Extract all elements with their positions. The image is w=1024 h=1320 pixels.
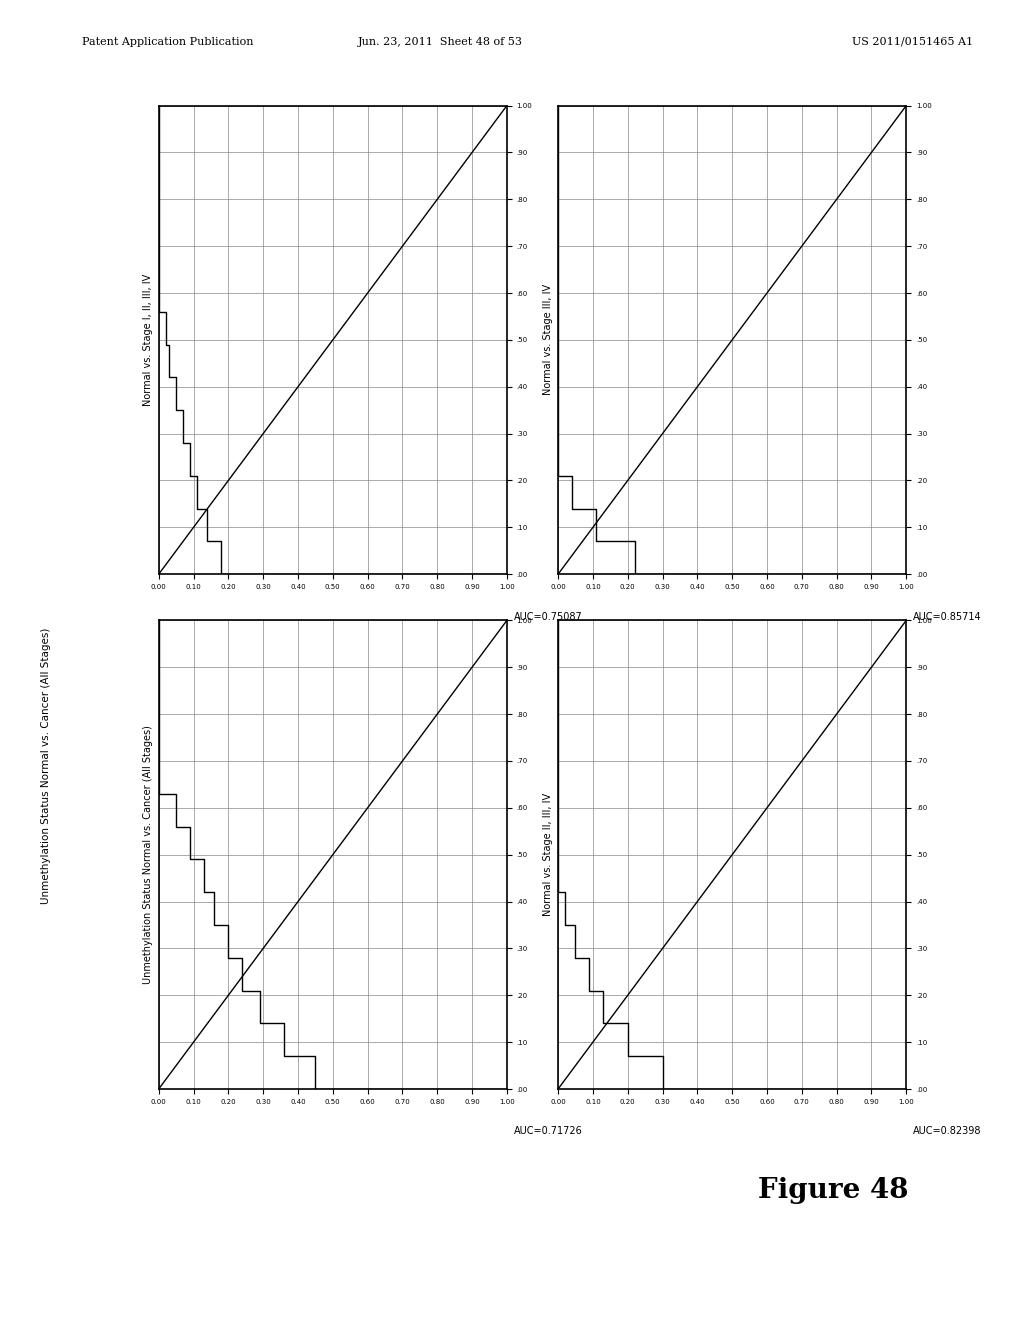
Text: AUC=0.75087: AUC=0.75087 xyxy=(514,611,583,622)
Text: Jun. 23, 2011  Sheet 48 of 53: Jun. 23, 2011 Sheet 48 of 53 xyxy=(357,37,523,48)
Text: Patent Application Publication: Patent Application Publication xyxy=(82,37,253,48)
Y-axis label: Normal vs. Stage III, IV: Normal vs. Stage III, IV xyxy=(543,284,553,396)
Y-axis label: Normal vs. Stage II, III, IV: Normal vs. Stage II, III, IV xyxy=(543,793,553,916)
Text: US 2011/0151465 A1: US 2011/0151465 A1 xyxy=(852,37,973,48)
Y-axis label: Normal vs. Stage I, II, III, IV: Normal vs. Stage I, II, III, IV xyxy=(143,273,154,407)
Text: AUC=0.85714: AUC=0.85714 xyxy=(913,611,982,622)
Text: AUC=0.71726: AUC=0.71726 xyxy=(514,1126,583,1137)
Text: AUC=0.82398: AUC=0.82398 xyxy=(913,1126,982,1137)
Text: Figure 48: Figure 48 xyxy=(758,1177,908,1204)
Text: Unmethylation Status Normal vs. Cancer (All Stages): Unmethylation Status Normal vs. Cancer (… xyxy=(41,627,51,904)
Y-axis label: Unmethylation Status Normal vs. Cancer (All Stages): Unmethylation Status Normal vs. Cancer (… xyxy=(143,725,154,985)
